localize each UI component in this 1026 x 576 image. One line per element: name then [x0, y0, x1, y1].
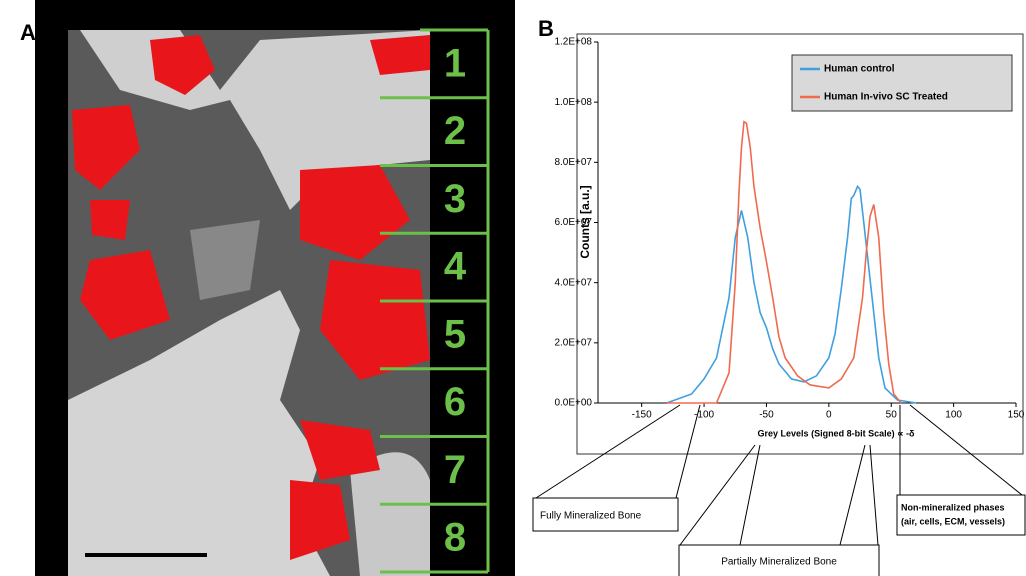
y-tick-label: 2.0E+07 — [554, 337, 592, 348]
annotation: (air, cells, ECM, vessels) — [901, 516, 1005, 526]
annotation: Fully Mineralized Bone — [540, 511, 642, 522]
annotation-box — [532, 497, 679, 532]
y-tick-label: 6.0E+07 — [554, 217, 592, 228]
x-tick-label: -150 — [632, 410, 652, 421]
y-axis-label: Counts [a.u.] — [578, 185, 592, 258]
x-tick-label: 150 — [1008, 410, 1025, 421]
x-tick-label: -50 — [759, 410, 774, 421]
annotation: Partially Mineralized Bone — [721, 557, 837, 568]
legend-label: Human In-vivo SC Treated — [824, 92, 948, 103]
annotation-box — [896, 494, 1026, 536]
annotation-box — [678, 544, 880, 576]
y-tick-label: 4.0E+07 — [554, 277, 592, 288]
annotation-connectors — [535, 404, 1023, 546]
panel-label: A — [20, 20, 36, 45]
legend-label: Human control — [824, 64, 895, 75]
x-tick-label: 50 — [886, 410, 898, 421]
section-number: 4 — [444, 245, 467, 289]
section-number: 2 — [444, 109, 466, 153]
section-number: 8 — [444, 516, 466, 560]
y-tick-label: 1.0E+08 — [554, 97, 592, 108]
y-tick-label: 8.0E+07 — [554, 157, 592, 168]
section-markers: 1 2 3 4 5 6 7 8 — [380, 28, 490, 574]
legend-box — [791, 54, 1013, 112]
section-number: 1 — [444, 41, 466, 85]
panel-label: B — [538, 16, 554, 41]
section-number: 5 — [444, 312, 466, 356]
section-number: 6 — [444, 380, 466, 424]
y-tick-label: 0.0E+00 — [554, 398, 592, 409]
micro-ct-image — [35, 0, 515, 576]
x-tick-label: 0 — [826, 410, 832, 421]
x-axis-label: Grey Levels (Signed 8-bit Scale) ∝ -δ — [758, 428, 915, 438]
section-number: 7 — [444, 448, 466, 492]
y-tick-label: 1.2E+08 — [554, 37, 592, 48]
section-number: 3 — [444, 177, 466, 221]
plot: 0.0E+00 2.0E+07 4.0E+07 6.0E+07 8.0E+07 1.0E+… — [554, 37, 1024, 421]
series-line — [666, 120, 902, 404]
annotation: Non-mineralized phases — [901, 502, 1005, 512]
series-line — [666, 184, 917, 404]
x-tick-label: 100 — [945, 410, 962, 421]
x-tick-label: -100 — [694, 410, 714, 421]
